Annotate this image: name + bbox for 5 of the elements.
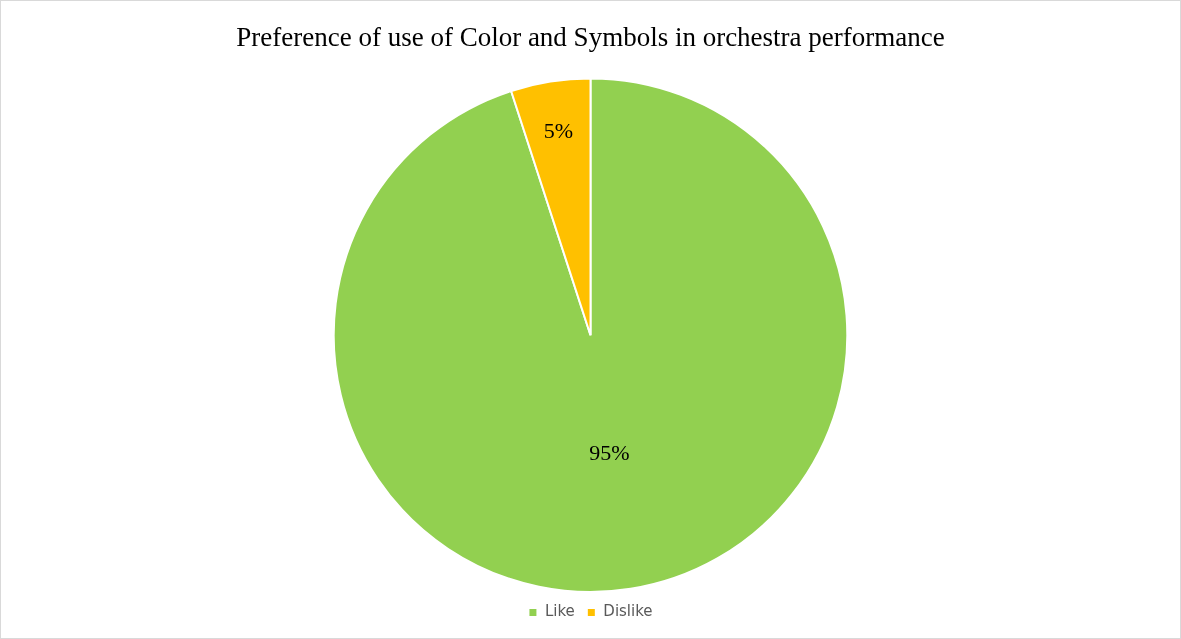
legend-label: Dislike xyxy=(603,602,653,621)
legend-label: Like xyxy=(544,602,575,621)
chart-title: Preference of use of Color and Symbols in orchestra performance xyxy=(236,22,945,53)
data-label: 5% xyxy=(543,118,574,144)
data-label: 95% xyxy=(589,440,630,466)
